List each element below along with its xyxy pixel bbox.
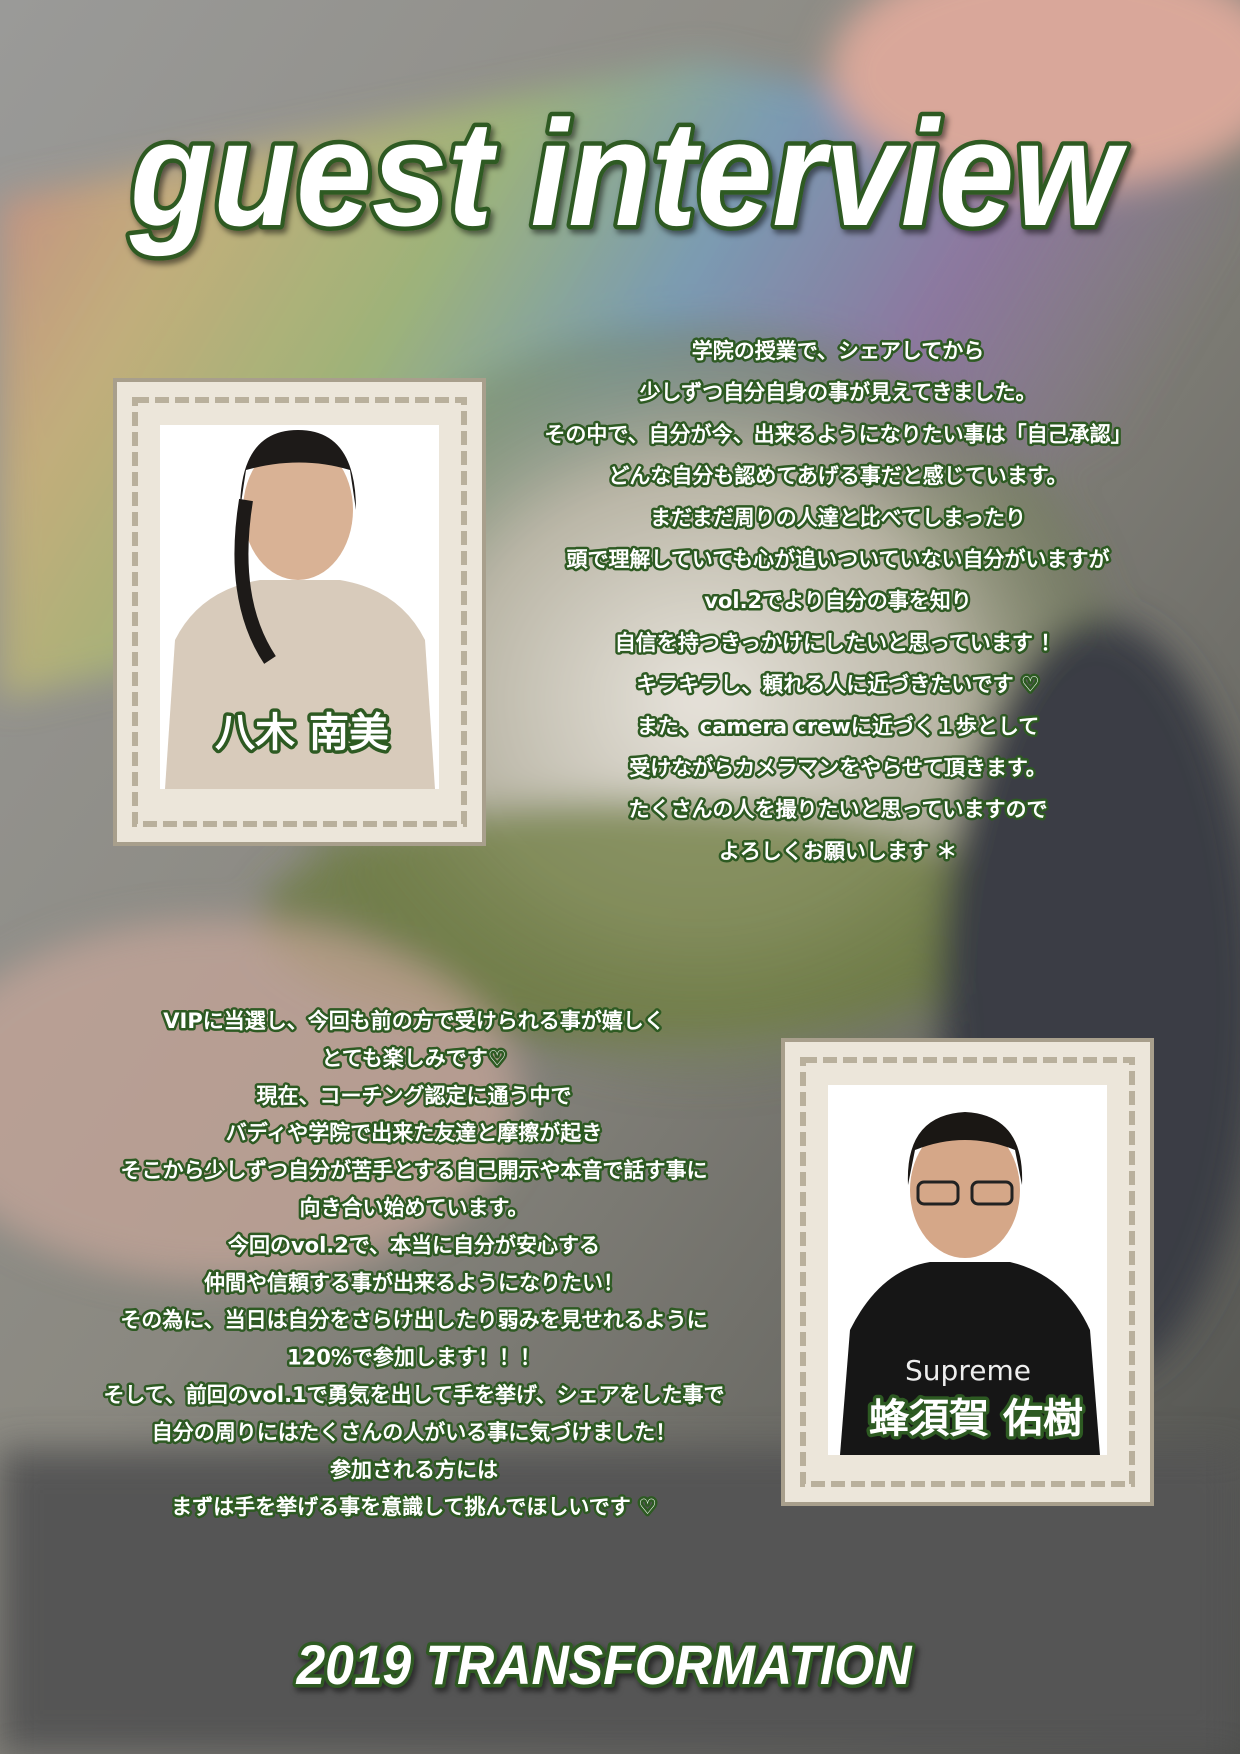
footer: 2019 TRANSFORMATION [296,1633,913,1696]
interview-line: 向き合い始めています。 [300,1196,529,1220]
guest-name: 八木 南美 [215,710,389,756]
interview-line: 現在、コーチング認定に通う中で [257,1084,572,1108]
interview-line: まずは手を挙げる事を意識して挑んでほしいです ♡ [171,1495,657,1519]
interview-line: その為に、当日は自分をさらけ出したり弱みを見せれるように [120,1308,707,1332]
interview-line: そして、前回のvol.1で勇気を出して手を挙げ、シェアをした事で [103,1383,724,1407]
interview-line: よろしくお願いします ＊ [719,839,957,863]
interview-line: 120%で参加します！！！ [287,1346,541,1370]
svg-text:Supreme: Supreme [905,1354,1031,1387]
interview-line: VIPに当選し、今回も前の方で受けられる事が嬉しく [163,1009,664,1033]
interview-line: とても楽しみです♡ [321,1046,506,1070]
interview-line: 頭で理解していても心が追いついていない自分がいますが [566,548,1109,572]
interview-line: たくさんの人を撮りたいと思っていますので [629,798,1048,822]
interview-line: vol.2でより自分の事を知り [704,589,971,613]
interview-line: 今回のvol.2で、本当に自分が安心する [228,1233,600,1257]
title: guest interview [129,89,1127,257]
interview-line: 仲間や信頼する事が出来るようになりたい！ [204,1271,624,1295]
interview-line: その中で、自分が今、出来るようになりたい事は「自己承認」 [544,422,1131,446]
interview-line: バディや学院で出来た友達と摩擦が起き [226,1121,603,1145]
interview-line: 受けながらカメラマンをやらせて頂きます。 [629,756,1046,780]
interview-line: まだまだ周りの人達と比べてしまったり [650,506,1026,530]
interview-line: 少しずつ自分自身の事が見えてきました。 [639,381,1037,405]
guest-name: 蜂須賀 佑樹 [869,1396,1083,1442]
interview-line: また、camera crewに近づく１歩として [637,714,1039,738]
frame [113,378,486,846]
interview-line: 学院の授業で、シェアしてから [692,339,985,363]
interview-line: そこから少しずつ自分が苦手とする自己開示や本音で話す事に [121,1159,708,1183]
frame: Supreme [781,1038,1154,1506]
interview-line: 自分の周りにはたくさんの人がいる事に気づけました！ [152,1420,677,1444]
interview-line: どんな自分も認めてあげる事だと感じています。 [608,464,1067,488]
interview-line: 参加される方には [330,1458,498,1482]
interview-line: キラキラし、頼れる人に近づきたいです ♡ [636,673,1040,697]
interview-line: 自信を持つきっかけにしたいと思っています ！ [615,631,1061,655]
